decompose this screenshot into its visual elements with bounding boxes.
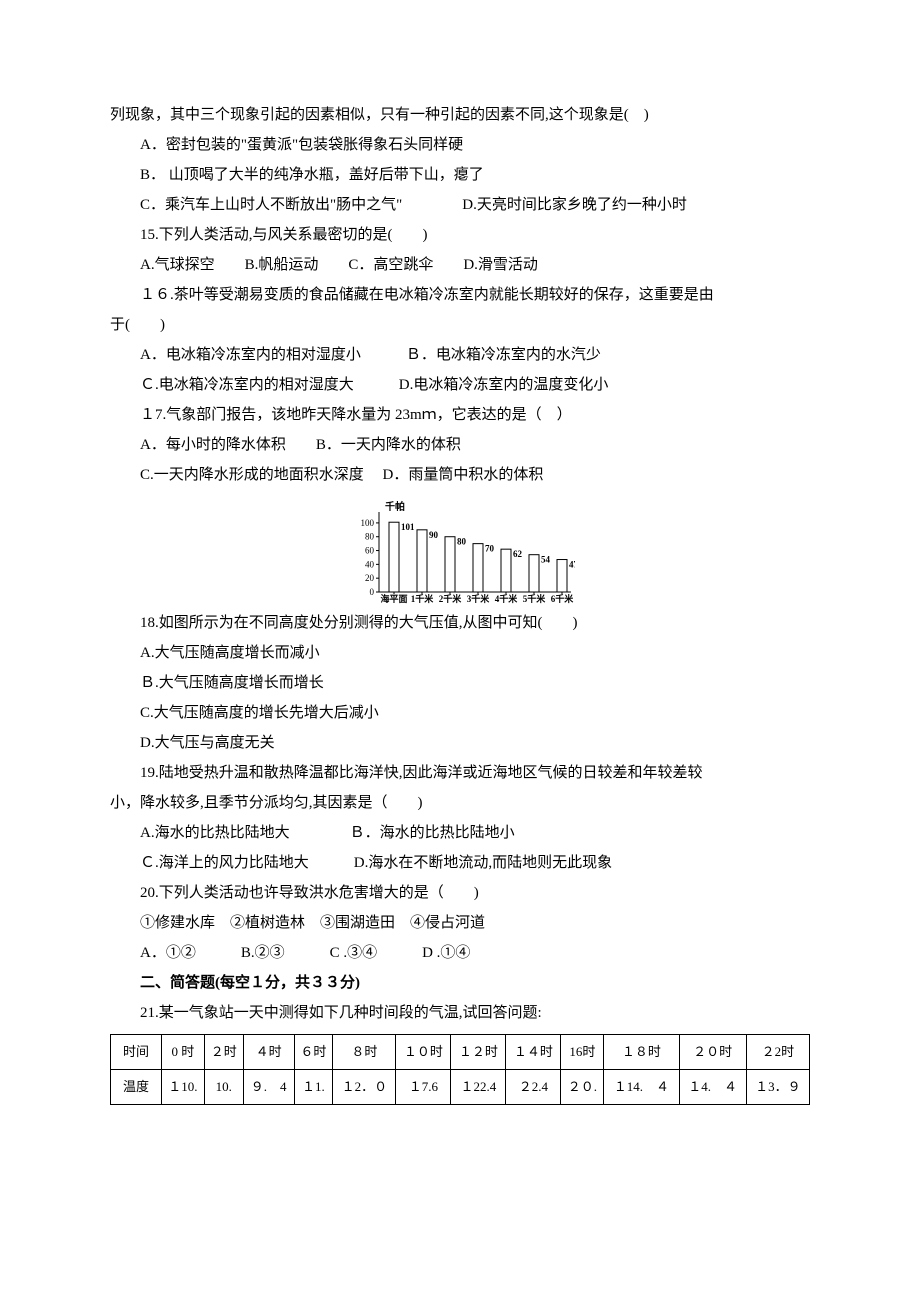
svg-text:90: 90 [429,530,439,540]
svg-text:20: 20 [365,573,375,583]
table-row: 时间 0 时 ２时 ４时 ６时 ８时 １０时 １２时 １４时 16时 １８时 ２… [111,1035,810,1070]
q16-stem-2: 于( ) [110,310,810,340]
q19-opts-2: Ｃ.海洋上的风力比陆地大 D.海水在不断地流动,而陆地则无此现象 [110,848,810,878]
q19-stem-1: 19.陆地受热升温和散热降温都比海洋快,因此海洋或近海地区气候的日较差和年较差较 [110,758,810,788]
svg-text:6千米: 6千米 [551,593,575,604]
temp-cell: １2．０ [333,1070,396,1105]
q20-stem: 20.下列人类活动也许导致洪水危害增大的是（ ) [110,878,810,908]
temp-cell: １4. ４ [679,1070,746,1105]
svg-text:62: 62 [513,549,523,559]
q17-opts-2: C.一天内降水形成的地面积水深度 D．雨量筒中积水的体积 [110,460,810,490]
svg-text:0: 0 [370,587,375,597]
q19-opts-1: A.海水的比热比陆地大 Ｂ．海水的比热比陆地小 [110,818,810,848]
time-cell: １０时 [396,1035,451,1070]
svg-text:60: 60 [365,546,375,556]
q16-opts-1: A．电冰箱冷冻室内的相对湿度小 Ｂ．电冰箱冷冻室内的水汽少 [110,340,810,370]
svg-text:千帕: 千帕 [385,500,405,513]
q21-stem: 21.某一气象站一天中测得如下几种时间段的气温,试回答问题: [110,998,810,1028]
q16-stem-1: １６.茶叶等受潮易变质的食品储藏在电冰箱冷冻室内就能长期较好的保存，这重要是由 [110,280,810,310]
temp-cell: １22.4 [451,1070,506,1105]
time-cell: 16时 [561,1035,604,1070]
svg-text:80: 80 [365,532,375,542]
svg-text:70: 70 [485,544,495,554]
row-label-temp: 温度 [111,1070,162,1105]
q14-opt-a: A．密封包装的"蛋黄派"包装袋胀得象石头同样硬 [110,130,810,160]
temp-cell: ２2.4 [506,1070,561,1105]
q16-opts-2: Ｃ.电冰箱冷冻室内的相对湿度大 D.电冰箱冷冻室内的温度变化小 [110,370,810,400]
time-cell: １４时 [506,1035,561,1070]
time-cell: ４时 [243,1035,294,1070]
time-cell: ２2时 [746,1035,809,1070]
temp-cell: １7.6 [396,1070,451,1105]
svg-text:海平面: 海平面 [380,593,407,604]
q18-opt-a: A.大气压随高度增长而减小 [110,638,810,668]
svg-text:1千米: 1千米 [411,593,435,604]
q14-opt-b: B． 山顶喝了大半的纯净水瓶，盖好后带下山，瘪了 [110,160,810,190]
time-cell: ２时 [204,1035,243,1070]
q18-opt-b: Ｂ.大气压随高度增长而增长 [110,668,810,698]
svg-text:5千米: 5千米 [523,593,547,604]
temp-cell: ９. 4 [243,1070,294,1105]
svg-text:4千米: 4千米 [495,593,519,604]
q20-line2: A．①② B.②③ C .③④ D .①④ [110,938,810,968]
time-cell: 0 时 [162,1035,205,1070]
q17-stem: １7.气象部门报告，该地昨天降水量为 23mｍ，它表达的是（ ） [110,400,810,430]
temp-cell: １1. [294,1070,333,1105]
q18-opt-c: C.大气压随高度的增长先增大后减小 [110,698,810,728]
svg-text:47: 47 [569,560,575,570]
svg-text:100: 100 [361,518,375,528]
svg-text:101: 101 [401,522,415,532]
q19-stem-2: 小，降水较多,且季节分派均匀,其因素是（ ) [110,788,810,818]
time-cell: ８时 [333,1035,396,1070]
q20-line1: ①修建水库 ②植树造林 ③围湖造田 ④侵占河道 [110,908,810,938]
q15-stem: 15.下列人类活动,与风关系最密切的是( ) [110,220,810,250]
q21-table: 时间 0 时 ２时 ４时 ６时 ８时 １０时 １２时 １４时 16时 １８时 ２… [110,1034,810,1105]
time-cell: １２时 [451,1035,506,1070]
section-2-heading: 二、简答题(每空１分，共３３分) [110,968,810,998]
q18-stem: 18.如图所示为在不同高度处分别测得的大气压值,从图中可知( ) [110,608,810,638]
q14-opt-cd: C．乘汽车上山时人不断放出"肠中之气" D.天亮时间比家乡晚了约一种小时 [110,190,810,220]
svg-text:3千米: 3千米 [467,593,491,604]
temp-cell: １14. ４ [604,1070,679,1105]
temp-cell: 10. [204,1070,243,1105]
pressure-chart: 千帕 100 80 60 40 20 0 101 海平面 90 1千米 80 2千米 70 3千米 62 4千米… [110,496,810,606]
svg-text:54: 54 [541,555,551,565]
svg-text:40: 40 [365,559,375,569]
q15-opts: A.气球探空 B.帆船运动 C．高空跳伞 D.滑雪活动 [110,250,810,280]
q17-opts-1: A．每小时的降水体积 B．一天内降水的体积 [110,430,810,460]
svg-text:80: 80 [457,537,467,547]
temp-cell: １3．９ [746,1070,809,1105]
row-label-time: 时间 [111,1035,162,1070]
time-cell: １８时 [604,1035,679,1070]
table-row: 温度 １10. 10. ９. 4 １1. １2．０ １7.6 １22.4 ２2.… [111,1070,810,1105]
temp-cell: １10. [162,1070,205,1105]
pressure-chart-svg: 千帕 100 80 60 40 20 0 101 海平面 90 1千米 80 2千米 70 3千米 62 4千米… [345,496,575,606]
time-cell: ６时 [294,1035,333,1070]
svg-text:2千米: 2千米 [439,593,463,604]
time-cell: ２０时 [679,1035,746,1070]
q18-opt-d: D.大气压与高度无关 [110,728,810,758]
q14-stem-cont: 列现象，其中三个现象引起的因素相似，只有一种引起的因素不同,这个现象是( ) [110,100,810,130]
temp-cell: ２０. [561,1070,604,1105]
